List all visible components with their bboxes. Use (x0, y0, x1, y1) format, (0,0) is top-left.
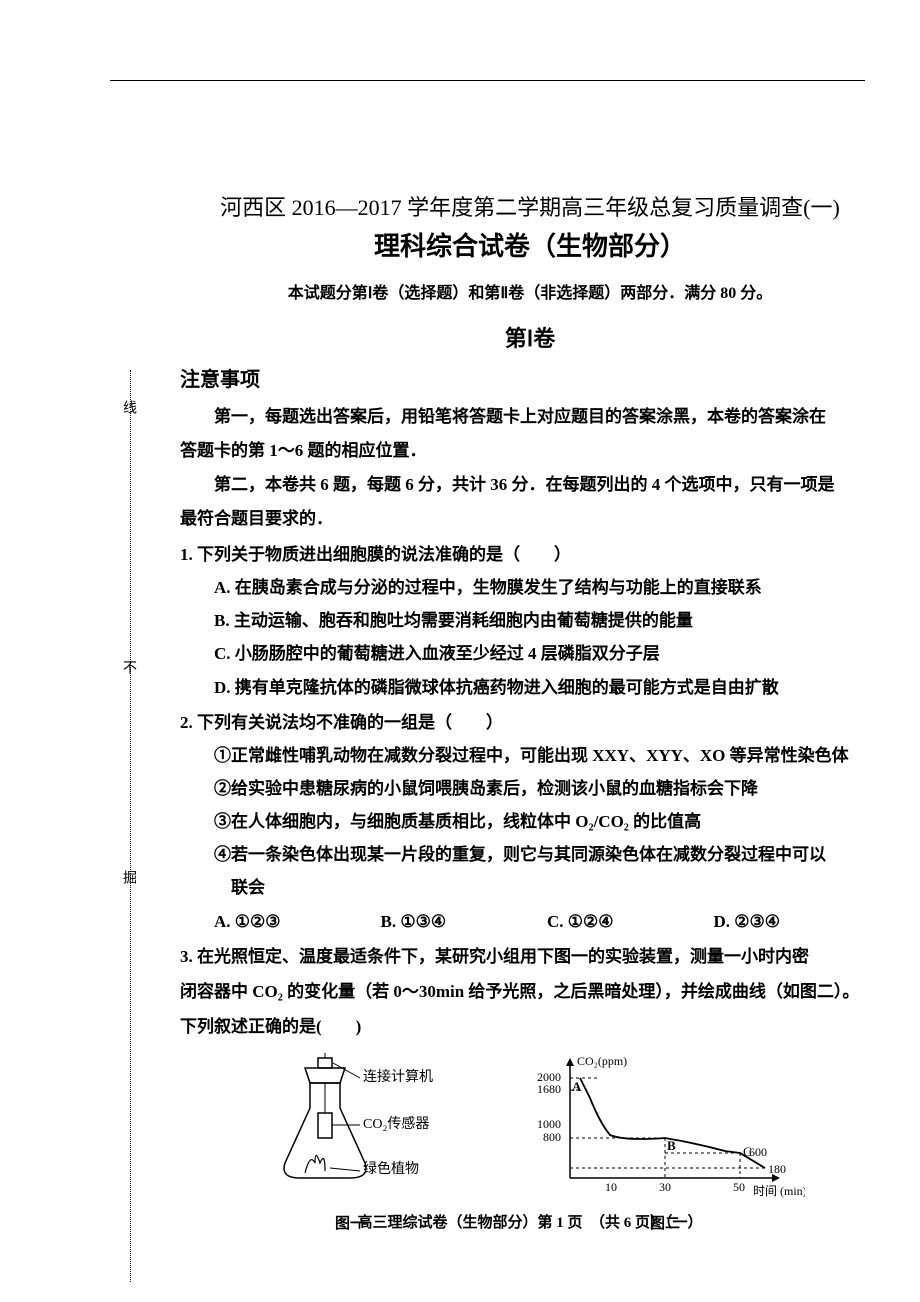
q2-i2: ②给实验中患糖尿病的小鼠饲喂胰岛素后，检测该小鼠的血糖指标会下降 (180, 772, 880, 805)
page-footer: 高三理综试卷（生物部分）第 1 页 （共 6 页）（一） (180, 1211, 880, 1232)
point-a: A (572, 1079, 582, 1094)
point-c-val: 600 (749, 1145, 767, 1159)
notice-p1b: 答题卡的第 1～6 题的相应位置． (180, 434, 880, 468)
end-val: 180 (768, 1162, 786, 1176)
q1-c: C. 小肠肠腔中的葡萄糖进入血液至少经过 4 层磷脂双分子层 (180, 637, 880, 670)
q2-c: C. ①②④ (547, 905, 714, 938)
figures-row: 连接计算机 CO₂传感器 绿色植物 图一 CO₂(ppm) 2000 1680 (180, 1053, 880, 1233)
q1-d: D. 携有单克隆抗体的磷脂微球体抗癌药物进入细胞的最可能方式是自由扩散 (180, 671, 880, 704)
q2-options: A. ①②③ B. ①③④ C. ①②④ D. ②③④ (180, 905, 880, 938)
point-b: B (667, 1138, 676, 1153)
fig1-label-sensor: CO₂传感器 (363, 1115, 429, 1132)
q2-i4: ④若一条染色体出现某一片段的重复，则它与其同源染色体在减数分裂过程中可以 (180, 838, 880, 871)
apparatus-svg: 连接计算机 CO₂传感器 绿色植物 (255, 1053, 445, 1203)
q2-b: B. ①③④ (381, 905, 548, 938)
notice-p2: 第二，本卷共 6 题，每题 6 分，共计 36 分．在每题列出的 4 个选项中，… (180, 468, 880, 502)
paper-info: 本试题分第Ⅰ卷（选择题）和第Ⅱ卷（非选择题）两部分．满分 80 分。 (180, 279, 880, 303)
svg-text:30: 30 (659, 1180, 671, 1194)
q2-stem: 2. 下列有关说法均不准确的一组是（ ） (180, 706, 880, 739)
notice-p1: 第一，每题选出答案后，用铅笔将答题卡上对应题目的答案涂黑，本卷的答案涂在 (180, 400, 880, 434)
ylabel: CO₂(ppm) (577, 1054, 627, 1068)
svg-text:800: 800 (543, 1130, 561, 1144)
title-main: 河西区 2016—2017 学年度第二学期高三年级总复习质量调查(一) (180, 190, 880, 222)
q3-stem3: 下列叙述正确的是( ) (180, 1010, 880, 1043)
title-sub: 理科综合试卷（生物部分） (180, 226, 880, 263)
svg-text:50: 50 (733, 1180, 745, 1194)
figure-1: 连接计算机 CO₂传感器 绿色植物 图一 (255, 1053, 445, 1233)
svg-text:1000: 1000 (537, 1117, 561, 1131)
q2-a: A. ①②③ (214, 905, 381, 938)
fig1-label-computer: 连接计算机 (363, 1068, 433, 1085)
q2-i3: ③在人体细胞内，与细胞质基质相比，线粒体中 O₂/CO₂ 的比值高 (180, 805, 880, 838)
svg-text:10: 10 (605, 1180, 617, 1194)
q2-d: D. ②③④ (714, 905, 881, 938)
q2-i4b: 联会 (180, 871, 880, 904)
notice-p2b: 最符合题目要求的． (180, 502, 880, 536)
q3-stem: 3. 在光照恒定、温度最适条件下，某研究小组用下图一的实验装置，测量一小时内密 (180, 940, 880, 973)
fig1-label-plant: 绿色植物 (363, 1160, 419, 1177)
q1-b: B. 主动运输、胞吞和胞吐均需要消耗细胞内由葡萄糖提供的能量 (180, 604, 880, 637)
q1-a: A. 在胰岛素合成与分泌的过程中，生物膜发生了结构与功能上的直接联系 (180, 571, 880, 604)
figure-2: CO₂(ppm) 2000 1680 1000 800 A (525, 1053, 805, 1233)
q2-i1: ①正常雌性哺乳动物在减数分裂过程中，可能出现 XXY、XYY、XO 等异常性染色… (180, 739, 880, 772)
notice-title: 注意事项 (180, 363, 880, 392)
q1-stem: 1. 下列关于物质进出细胞膜的说法准确的是（ ） (180, 538, 880, 571)
exam-page: 河西区 2016—2017 学年度第二学期高三年级总复习质量调查(一) 理科综合… (0, 0, 920, 1253)
chart-svg: CO₂(ppm) 2000 1680 1000 800 A (525, 1053, 805, 1203)
svg-text:1680: 1680 (537, 1082, 561, 1096)
q3-stem2: 闭容器中 CO₂ 的变化量（若 0～30min 给予光照，之后黑暗处理），并绘成… (180, 975, 880, 1008)
part-heading: 第Ⅰ卷 (180, 321, 880, 353)
xlabel: 时间 (min) (753, 1184, 805, 1198)
